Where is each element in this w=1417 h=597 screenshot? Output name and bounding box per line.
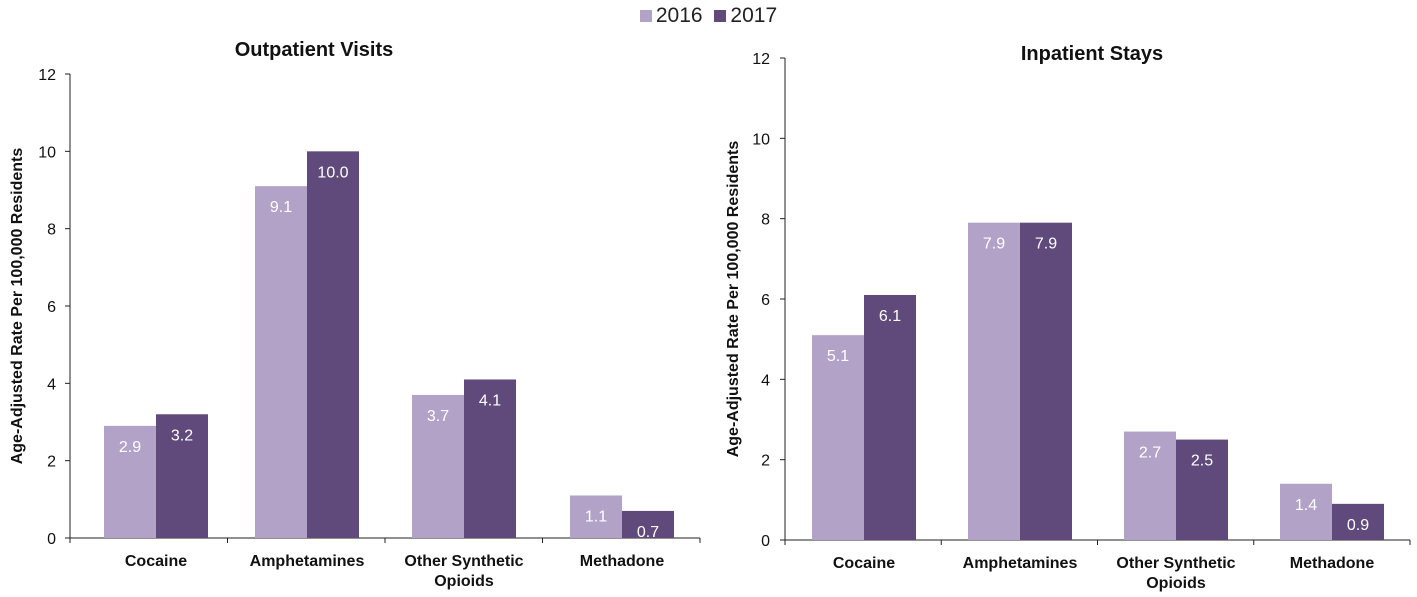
- data-label-2017-2: 2.5: [1191, 453, 1213, 470]
- data-label-2017-3: 0.9: [1347, 517, 1369, 534]
- data-label-2016-3: 1.1: [585, 508, 607, 525]
- data-label-2017-3: 0.7: [637, 524, 659, 541]
- y-tick-label: 0: [47, 531, 56, 548]
- bar-2016-1: [255, 186, 307, 538]
- x-category-label: Methadone: [580, 553, 665, 570]
- y-tick-label: 12: [38, 67, 56, 84]
- data-label-2016-2: 2.7: [1139, 445, 1161, 462]
- bar-2017-1: [307, 151, 359, 539]
- data-label-2017-0: 3.2: [171, 427, 193, 444]
- y-tick-label: 12: [752, 51, 770, 68]
- chart-inpatient: Inpatient Stays Age-Adjusted Rate Per 100…: [725, 43, 1411, 592]
- bar-2016-0: [104, 425, 156, 538]
- x-category-label: Methadone: [1290, 555, 1375, 572]
- y-tick-label: 2: [761, 453, 770, 470]
- bar-2016-3: [1280, 483, 1332, 540]
- data-label-2017-1: 7.9: [1035, 236, 1057, 253]
- data-label-2016-1: 7.9: [983, 236, 1005, 253]
- bar-2017-1: [1020, 222, 1072, 540]
- bar-2016-1: [968, 222, 1020, 540]
- y-tick-label: 10: [752, 131, 770, 148]
- y-tick-label: 6: [47, 299, 56, 316]
- x-category-label: Other Synthetic: [404, 553, 523, 570]
- data-label-2017-2: 4.1: [479, 392, 501, 409]
- data-label-2017-1: 10.0: [317, 164, 348, 181]
- x-category-label: Opioids: [1146, 575, 1206, 592]
- bar-2017-3: [622, 510, 674, 538]
- y-tick-label: 10: [38, 144, 56, 161]
- bar-2016-2: [1124, 431, 1176, 540]
- data-label-2016-0: 2.9: [119, 439, 141, 456]
- data-label-2016-0: 5.1: [827, 348, 849, 365]
- x-category-label: Opioids: [434, 573, 494, 590]
- x-category-label: Amphetamines: [250, 553, 365, 570]
- bar-2017-2: [1176, 439, 1228, 540]
- y-tick-label: 6: [761, 292, 770, 309]
- legend-item-2017: 2017: [714, 4, 777, 28]
- y-tick-label: 4: [761, 372, 770, 389]
- chart-outpatient: Outpatient Visits Age-Adjusted Rate Per 1…: [9, 39, 701, 590]
- bar-2016-0: [812, 335, 864, 540]
- chart-title: Inpatient Stays: [1021, 43, 1163, 65]
- legend-swatch-2016: [639, 10, 652, 22]
- y-tick-label: 4: [47, 376, 56, 393]
- chart-legend: 2016 2017: [0, 4, 1417, 28]
- y-tick-label: 8: [47, 222, 56, 239]
- x-category-label: Cocaine: [125, 553, 187, 570]
- y-axis-label: Age-Adjusted Rate Per 100,000 Residents: [9, 148, 26, 465]
- y-tick-label: 2: [47, 454, 56, 471]
- data-label-2016-2: 3.7: [427, 408, 449, 425]
- bar-2017-3: [1332, 503, 1384, 540]
- legend-label-2016: 2016: [655, 4, 703, 27]
- x-category-label: Cocaine: [833, 555, 895, 572]
- bar-2016-3: [570, 495, 622, 538]
- data-label-2016-1: 9.1: [270, 199, 292, 216]
- chart-title: Outpatient Visits: [235, 39, 394, 61]
- legend-label-2017: 2017: [730, 4, 778, 27]
- bar-2016-2: [412, 394, 464, 538]
- legend-item-2016: 2016: [639, 4, 703, 28]
- data-label-2016-3: 1.4: [1295, 497, 1317, 514]
- bar-2017-2: [464, 379, 516, 538]
- y-axis-label: Age-Adjusted Rate Per 100,000 Residents: [725, 141, 742, 458]
- bar-2017-0: [864, 294, 916, 540]
- x-category-label: Other Synthetic: [1116, 555, 1235, 572]
- x-category-label: Amphetamines: [963, 555, 1078, 572]
- data-label-2017-0: 6.1: [879, 308, 901, 325]
- bar-2017-0: [156, 414, 208, 538]
- y-tick-label: 0: [761, 533, 770, 550]
- y-tick-label: 8: [761, 212, 770, 229]
- legend-swatch-2017: [714, 10, 727, 22]
